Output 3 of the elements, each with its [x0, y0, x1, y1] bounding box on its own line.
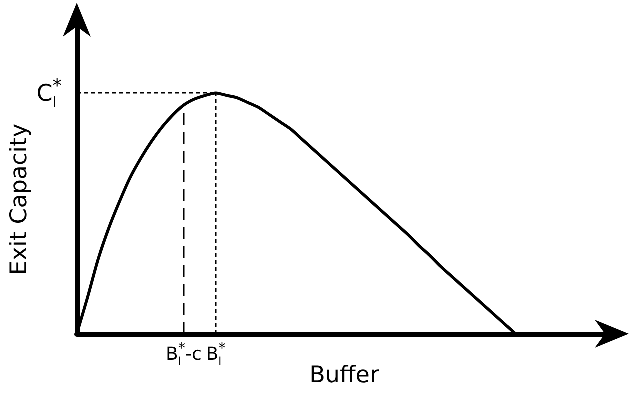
- y-axis-title: Exit Capacity: [6, 124, 32, 276]
- x-tick-label: B$_{l}$$^{*}$-c: [166, 341, 202, 368]
- x-axis-title: Buffer: [310, 362, 380, 388]
